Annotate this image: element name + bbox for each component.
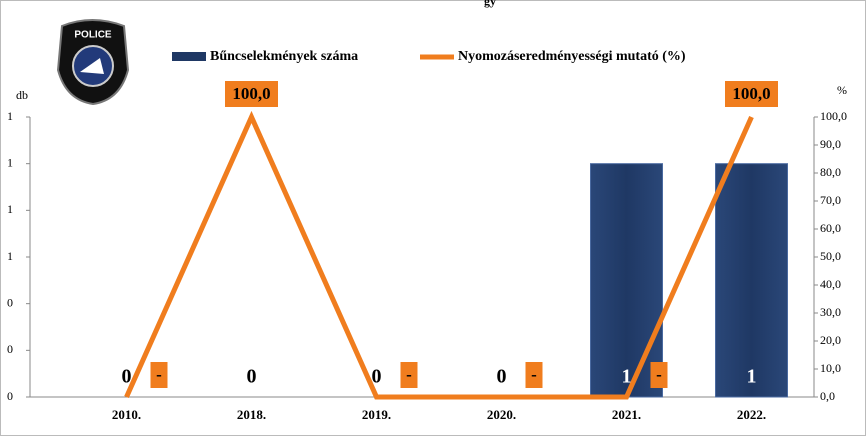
- y2-axis-label: %: [837, 83, 847, 97]
- line-label-box: [650, 362, 668, 388]
- y-tick-label: 1: [7, 202, 13, 216]
- line-label-box: [150, 362, 168, 388]
- line-value-label: 100,0: [232, 84, 270, 103]
- bar-value-label: 0: [372, 366, 382, 388]
- bar-value-label: 0: [122, 366, 132, 388]
- y-tick-label: 0: [7, 389, 13, 403]
- line-value-label: -: [156, 365, 162, 384]
- x-tick-label: 2022.: [737, 407, 766, 422]
- line-label-box: [725, 81, 778, 107]
- line-label-box: [525, 362, 543, 388]
- line-value-label: -: [406, 365, 412, 384]
- bar: [590, 163, 663, 398]
- y2-tick-label: 70,0: [820, 193, 841, 207]
- line-label-box: [400, 362, 418, 388]
- y-axis-label: db: [16, 88, 28, 102]
- bar: [715, 163, 788, 398]
- y-tick-label: 1: [7, 249, 13, 263]
- bar-value-label: 0: [247, 366, 257, 388]
- x-tick-label: 2010.: [112, 407, 141, 422]
- y-tick-label: 1: [7, 109, 13, 123]
- chart-title: gy: [484, 0, 496, 8]
- y2-tick-label: 100,0: [820, 109, 847, 123]
- y2-tick-label: 0,0: [820, 389, 835, 403]
- legend-label: Bűncselekmények száma: [210, 49, 358, 64]
- y-tick-label: 0: [7, 342, 13, 356]
- line-value-label: -: [531, 365, 537, 384]
- y2-tick-label: 30,0: [820, 305, 841, 319]
- logo-text: POLICE: [74, 30, 112, 41]
- x-tick-label: 2020.: [487, 407, 516, 422]
- line-value-label: 100,0: [732, 84, 770, 103]
- y2-tick-label: 60,0: [820, 221, 841, 235]
- legend-swatch: [172, 52, 206, 61]
- y2-tick-label: 50,0: [820, 249, 841, 263]
- x-tick-label: 2018.: [237, 407, 266, 422]
- y2-tick-label: 10,0: [820, 361, 841, 375]
- y2-tick-label: 90,0: [820, 137, 841, 151]
- y-tick-label: 0: [7, 295, 13, 309]
- logo: POLICE: [56, 19, 130, 106]
- y-tick-label: 1: [7, 155, 13, 169]
- bar-value-label: 1: [747, 366, 757, 388]
- line: [124, 110, 754, 400]
- line-label-box: [225, 81, 278, 107]
- bar-value-label: 1: [622, 366, 632, 388]
- legend-label: Nyomozáseredményességi mutató (%): [458, 49, 686, 64]
- bar-value-label: 0: [497, 366, 507, 388]
- y2-tick-label: 40,0: [820, 277, 841, 291]
- x-tick-label: 2019.: [362, 407, 391, 422]
- x-tick-label: 2021.: [612, 407, 641, 422]
- y2-tick-label: 80,0: [820, 165, 841, 179]
- y2-tick-label: 20,0: [820, 333, 841, 347]
- line-value-label: -: [656, 365, 662, 384]
